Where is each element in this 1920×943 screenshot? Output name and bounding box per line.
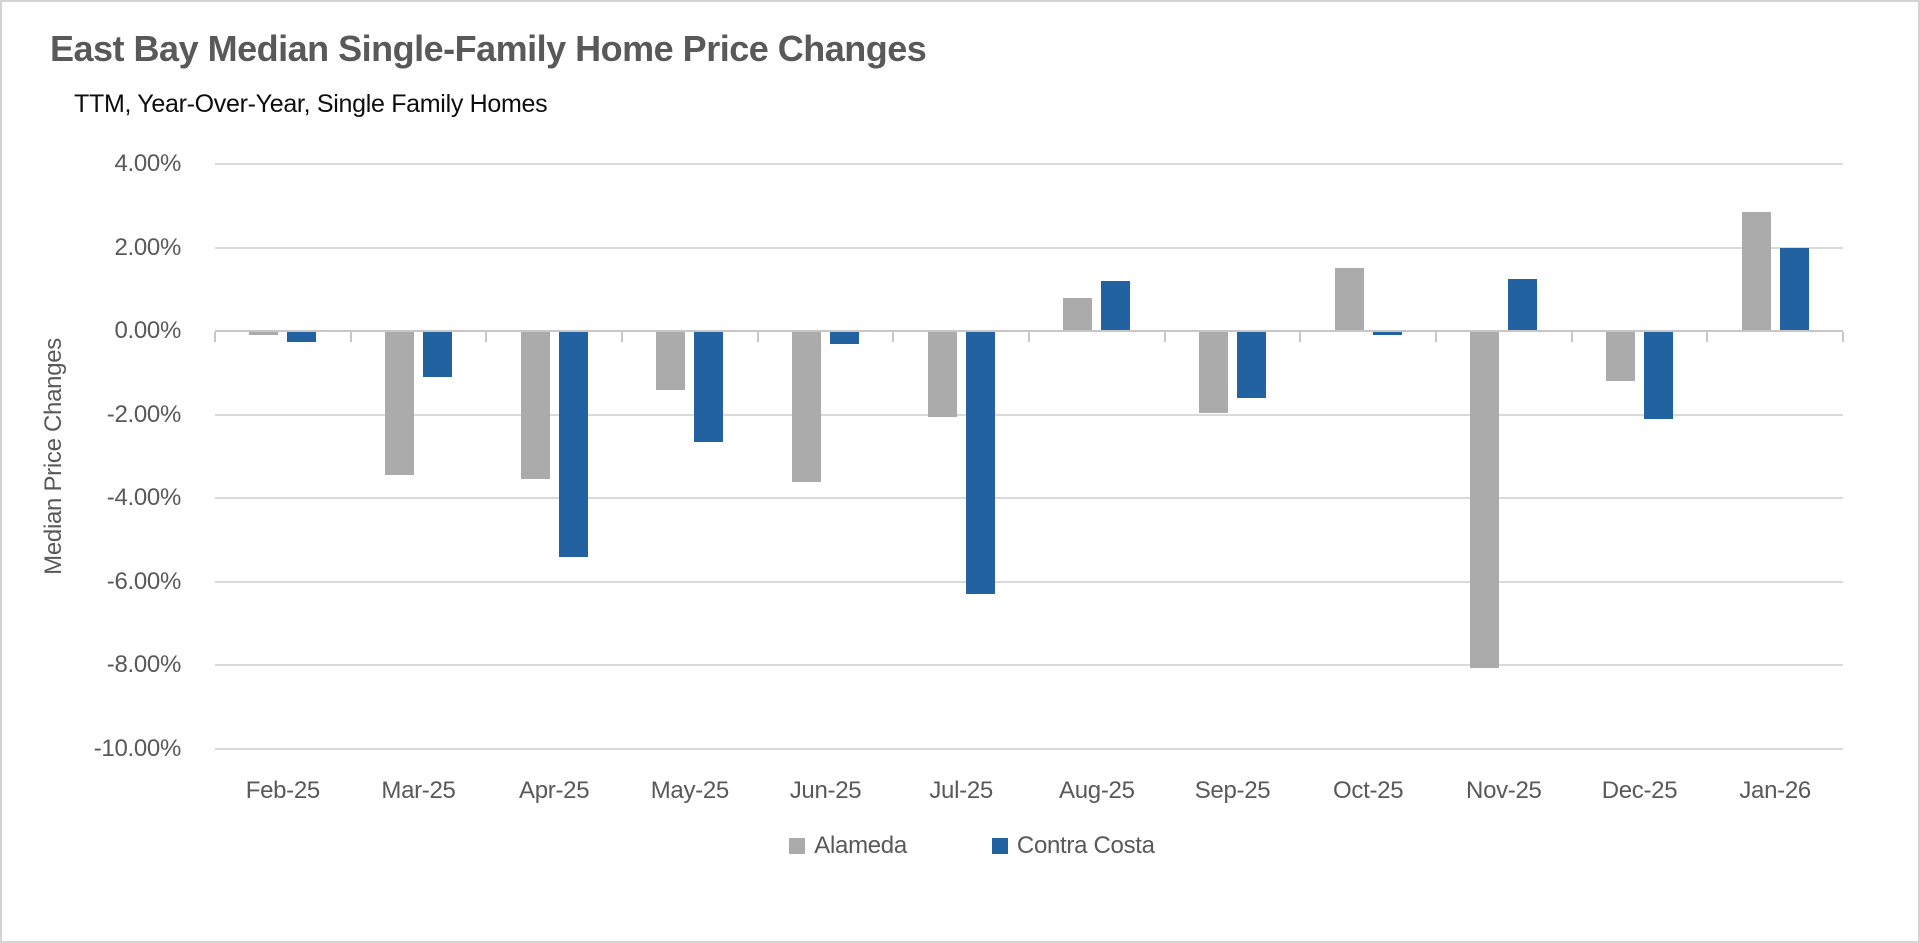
bar-contra-costa-mar-25 [423, 331, 452, 378]
bar-alameda-jun-25 [792, 331, 821, 482]
bar-alameda-mar-25 [385, 331, 414, 476]
bar-contra-costa-sep-25 [1237, 331, 1266, 398]
bar-alameda-dec-25 [1606, 331, 1635, 382]
x-axis-line [215, 330, 1843, 333]
y-tick-label-4.00%: 4.00% [114, 150, 181, 177]
bar-alameda-nov-25 [1470, 331, 1500, 668]
y-tick-label--2.00%: -2.00% [106, 400, 182, 428]
x-tick-label-mar-25: Mar-25 [381, 777, 456, 804]
bar-contra-costa-oct-25 [1372, 331, 1402, 336]
legend-label-contra-costa: Contra Costa [1016, 832, 1155, 859]
x-axis-tick [1435, 332, 1437, 343]
y-tick-label-0.00%: 0.00% [114, 317, 181, 345]
bar-alameda-sep-25 [1199, 331, 1228, 413]
legend-swatch-alameda [789, 838, 806, 854]
x-axis-tick [1842, 332, 1844, 343]
bar-contra-costa-feb-25 [287, 331, 317, 342]
y-tick-label--8.00%: -8.00% [106, 651, 182, 679]
x-tick-label-nov-25: Nov-25 [1466, 777, 1542, 804]
x-tick-label-apr-25: Apr-25 [519, 777, 590, 804]
x-axis-tick [756, 332, 759, 343]
x-axis-tick [1299, 332, 1302, 343]
bar-alameda-apr-25 [520, 331, 550, 480]
x-axis-tick [621, 332, 623, 343]
bar-contra-costa-nov-25 [1508, 278, 1538, 332]
chart-subtitle: TTM, Year-Over-Year, Single Family Homes [74, 90, 548, 118]
gridline--4.00% [215, 497, 1843, 500]
bar-alameda-may-25 [656, 331, 686, 390]
legend-swatch-contra-costa [991, 838, 1008, 854]
x-tick-label-may-25: May-25 [650, 777, 730, 804]
bar-contra-costa-aug-25 [1101, 281, 1131, 332]
bar-contra-costa-may-25 [694, 331, 724, 442]
x-axis-tick [892, 332, 895, 343]
bar-alameda-jul-25 [927, 331, 957, 417]
bar-alameda-aug-25 [1063, 297, 1093, 332]
legend-item-alameda: Alameda [789, 832, 907, 860]
y-tick-label--6.00%: -6.00% [106, 567, 182, 595]
x-tick-label-jan-26: Jan-26 [1739, 777, 1811, 804]
x-axis-tick [1163, 332, 1166, 343]
y-tick-label-2.00%: 2.00% [114, 233, 181, 261]
y-tick-label--4.00%: -4.00% [106, 484, 182, 512]
x-tick-label-jul-25: Jul-25 [929, 777, 993, 804]
x-axis-tick [1028, 332, 1030, 343]
bar-alameda-oct-25 [1334, 268, 1364, 332]
x-tick-label-aug-25: Aug-25 [1059, 777, 1135, 804]
gridline-4.00% [215, 163, 1843, 165]
x-tick-label-oct-25: Oct-25 [1333, 777, 1404, 804]
bar-contra-costa-jan-26 [1779, 247, 1809, 332]
bar-contra-costa-apr-25 [558, 331, 588, 557]
plot-area [214, 163, 1844, 750]
bar-alameda-jan-26 [1741, 212, 1771, 332]
x-axis-tick [1706, 332, 1709, 343]
gridline--6.00% [215, 580, 1843, 583]
bar-contra-costa-dec-25 [1644, 331, 1673, 419]
legend-label-alameda: Alameda [814, 832, 907, 859]
x-tick-label-dec-25: Dec-25 [1601, 777, 1678, 804]
bar-contra-costa-jun-25 [830, 331, 859, 344]
x-axis-tick [349, 332, 352, 343]
gridline--2.00% [215, 413, 1843, 416]
legend-item-contra-costa: Contra Costa [991, 832, 1155, 860]
y-axis-tick-labels: 4.00% 2.00% 0.00% -2.00% -4.00% -6.00% -8.00% -… [2, 2, 187, 943]
legend: Alameda Contra Costa [158, 832, 1786, 860]
x-axis-tick [214, 332, 216, 343]
gridline--10.00% [215, 748, 1843, 750]
gridline--8.00% [215, 664, 1843, 667]
x-tick-label-sep-25: Sep-25 [1194, 777, 1271, 804]
x-tick-label-jun-25: Jun-25 [789, 777, 862, 804]
bar-alameda-feb-25 [249, 331, 279, 336]
y-tick-label--10.00%: -10.00% [93, 735, 182, 762]
x-tick-label-feb-25: Feb-25 [245, 777, 321, 804]
chart-title: East Bay Median Single-Family Home Price… [50, 28, 927, 69]
x-axis-tick [1570, 332, 1573, 343]
x-axis-tick [485, 332, 488, 343]
gridline-2.00% [215, 246, 1843, 249]
bar-contra-costa-jul-25 [965, 331, 995, 595]
